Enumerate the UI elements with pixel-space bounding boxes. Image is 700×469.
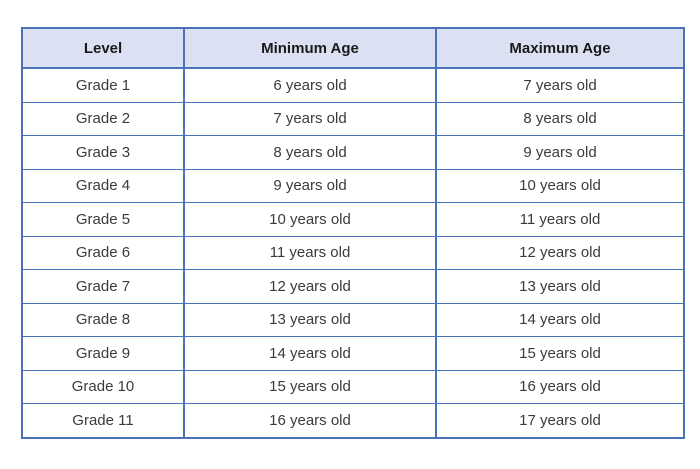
max-age-cell: 11 years old (435, 202, 685, 237)
min-age-cell: 14 years old (183, 336, 437, 371)
table-row: Grade 2 7 years old 8 years old (21, 101, 685, 136)
level-cell: Grade 10 (21, 369, 185, 404)
min-age-cell: 15 years old (183, 369, 437, 404)
max-age-cell: 17 years old (435, 403, 685, 438)
table-row: Grade 10 15 years old 16 years old (21, 369, 685, 404)
header-cell-level: Level (21, 28, 185, 69)
header-cell-minimum-age: Minimum Age (183, 28, 437, 69)
table-row: Grade 1 6 years old 7 years old (21, 67, 685, 103)
min-age-cell: 6 years old (183, 67, 437, 103)
table-body: Grade 1 6 years old 7 years old Grade 2 … (21, 67, 685, 438)
table-row: Grade 5 10 years old 11 years old (21, 202, 685, 237)
grade-age-table: Level Minimum Age Maximum Age Grade 1 6 … (21, 27, 685, 439)
min-age-cell: 13 years old (183, 302, 437, 337)
table-row: Grade 11 16 years old 17 years old (21, 403, 685, 438)
max-age-cell: 10 years old (435, 168, 685, 203)
header-row: Level Minimum Age Maximum Age (21, 28, 685, 69)
min-age-cell: 10 years old (183, 202, 437, 237)
min-age-cell: 7 years old (183, 101, 437, 136)
max-age-cell: 7 years old (435, 67, 685, 103)
min-age-cell: 16 years old (183, 403, 437, 438)
table-row: Grade 7 12 years old 13 years old (21, 269, 685, 304)
max-age-cell: 12 years old (435, 235, 685, 270)
level-cell: Grade 6 (21, 235, 185, 270)
level-cell: Grade 9 (21, 336, 185, 371)
max-age-cell: 9 years old (435, 135, 685, 170)
max-age-cell: 15 years old (435, 336, 685, 371)
max-age-cell: 8 years old (435, 101, 685, 136)
min-age-cell: 9 years old (183, 168, 437, 203)
min-age-cell: 12 years old (183, 269, 437, 304)
table-row: Grade 4 9 years old 10 years old (21, 168, 685, 203)
level-cell: Grade 5 (21, 202, 185, 237)
level-cell: Grade 8 (21, 302, 185, 337)
min-age-cell: 11 years old (183, 235, 437, 270)
table-row: Grade 9 14 years old 15 years old (21, 336, 685, 371)
max-age-cell: 14 years old (435, 302, 685, 337)
max-age-cell: 16 years old (435, 369, 685, 404)
level-cell: Grade 11 (21, 403, 185, 438)
table-row: Grade 8 13 years old 14 years old (21, 302, 685, 337)
max-age-cell: 13 years old (435, 269, 685, 304)
min-age-cell: 8 years old (183, 135, 437, 170)
level-cell: Grade 3 (21, 135, 185, 170)
table-row: Grade 3 8 years old 9 years old (21, 135, 685, 170)
level-cell: Grade 7 (21, 269, 185, 304)
level-cell: Grade 2 (21, 101, 185, 136)
level-cell: Grade 1 (21, 67, 185, 103)
table-header: Level Minimum Age Maximum Age (21, 28, 685, 69)
header-cell-maximum-age: Maximum Age (435, 28, 685, 69)
table-row: Grade 6 11 years old 12 years old (21, 235, 685, 270)
level-cell: Grade 4 (21, 168, 185, 203)
